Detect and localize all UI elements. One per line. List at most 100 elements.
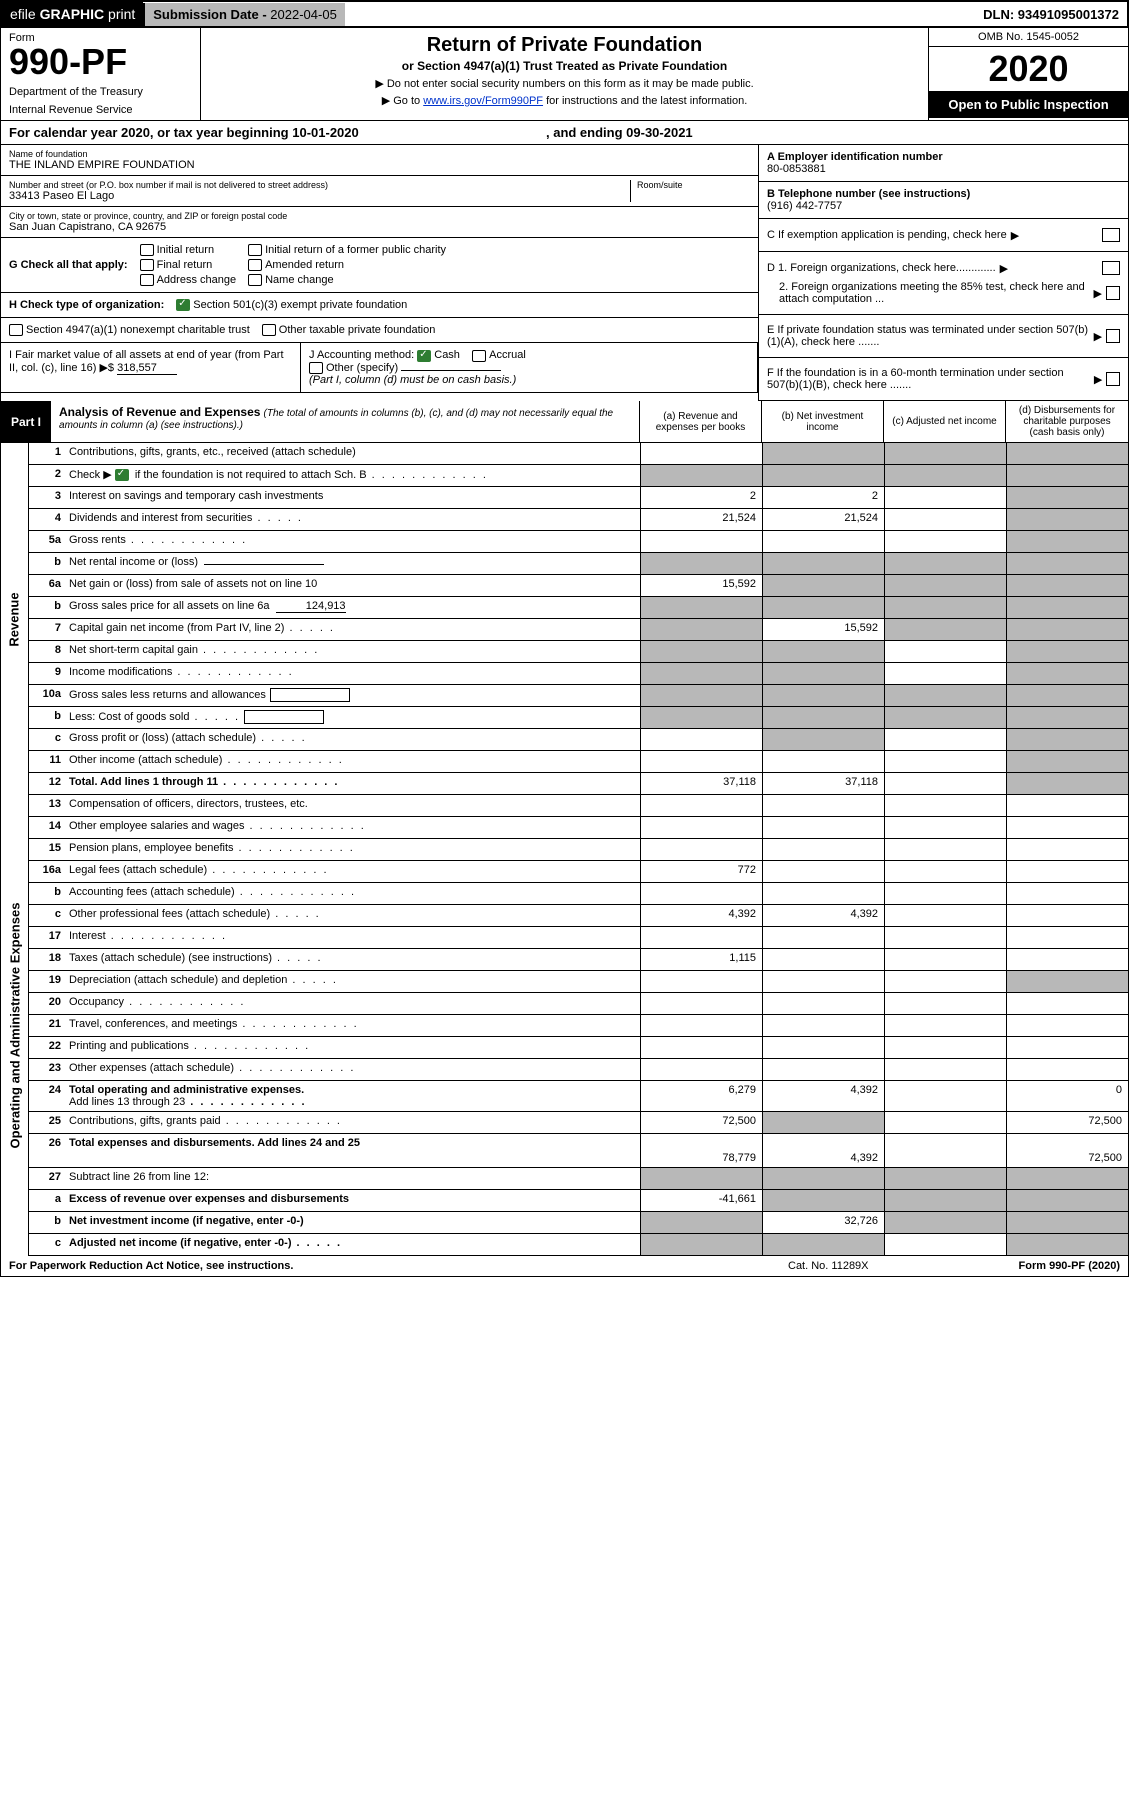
name-label: Name of foundation [9,149,750,159]
tel-label: B Telephone number (see instructions) [767,188,1120,200]
row-20: 20Occupancy [29,993,1128,1015]
g-opt-name[interactable]: Name change [248,274,446,286]
row-14: 14Other employee salaries and wages [29,817,1128,839]
header-right: OMB No. 1545-0052 2020 Open to Public In… [928,28,1128,120]
e-text: E If private foundation status was termi… [767,324,1090,348]
h-opt-other[interactable]: Other taxable private foundation [262,324,436,336]
dept1: Department of the Treasury [9,86,192,98]
row-23: 23Other expenses (attach schedule) [29,1059,1128,1081]
row-10c: cGross profit or (loss) (attach schedule… [29,729,1128,751]
note1: ▶ Do not enter social security numbers o… [213,77,916,90]
j-accrual[interactable]: Accrual [472,349,526,361]
i-value: 318,557 [117,362,177,375]
tel-cell: B Telephone number (see instructions) (9… [759,182,1128,219]
efile-badge: efile GRAPHIC print [2,2,143,26]
g-opt-initial[interactable]: Initial return [140,244,237,256]
topbar: efile GRAPHIC print Submission Date - 20… [0,0,1129,28]
city-value: San Juan Capistrano, CA 92675 [9,221,750,233]
part1-header: Part I Analysis of Revenue and Expenses … [0,401,1129,443]
tax-year: 2020 [929,47,1128,91]
row-19: 19Depreciation (attach schedule) and dep… [29,971,1128,993]
note2: ▶ Go to www.irs.gov/Form990PF for instru… [213,94,916,107]
omb-number: OMB No. 1545-0052 [929,28,1128,47]
open-inspection: Open to Public Inspection [929,91,1128,118]
h-label: H Check type of organization: [9,299,164,311]
f-checkbox[interactable] [1106,372,1120,386]
row-16c: cOther professional fees (attach schedul… [29,905,1128,927]
part1-tag: Part I [1,401,51,442]
revenue-section: Revenue 1Contributions, gifts, grants, e… [0,443,1129,795]
ein-cell: A Employer identification number 80-0853… [759,145,1128,182]
row-27: 27Subtract line 26 from line 12: [29,1168,1128,1190]
h-row: H Check type of organization: Section 50… [1,293,758,318]
d2-checkbox[interactable] [1106,286,1120,300]
row-8: 8Net short-term capital gain [29,641,1128,663]
row-27b: bNet investment income (if negative, ent… [29,1212,1128,1234]
schb-checkbox[interactable] [115,469,129,481]
row-11: 11Other income (attach schedule) [29,751,1128,773]
note2-prefix: ▶ Go to [382,95,423,107]
row-16b: bAccounting fees (attach schedule) [29,883,1128,905]
col-a-head: (a) Revenue and expenses per books [640,401,762,442]
ein-value: 80-0853881 [767,163,1120,175]
row-9: 9Income modifications [29,663,1128,685]
h-opt-4947[interactable]: Section 4947(a)(1) nonexempt charitable … [9,324,250,336]
j-label: J Accounting method: [309,349,414,361]
expenses-section: Operating and Administrative Expenses 13… [0,795,1129,1256]
addr-cell: Number and street (or P.O. box number if… [1,176,758,207]
row-10a: 10aGross sales less returns and allowanc… [29,685,1128,707]
addr-value: 33413 Paseo El Lago [9,190,630,202]
calyear-mid: , and ending [546,125,626,140]
calyear-prefix: For calendar year 2020, or tax year begi… [9,125,292,140]
row-27a: aExcess of revenue over expenses and dis… [29,1190,1128,1212]
i-col: I Fair market value of all assets at end… [1,343,301,391]
header-center: Return of Private Foundation or Section … [201,28,928,120]
h-opt-501c3[interactable]: Section 501(c)(3) exempt private foundat… [176,299,407,311]
row-13: 13Compensation of officers, directors, t… [29,795,1128,817]
j-other[interactable]: Other (specify) [309,362,398,374]
row-24: 24Total operating and administrative exp… [29,1081,1128,1112]
j-cash[interactable]: Cash [417,349,460,361]
g-opt-final[interactable]: Final return [140,259,237,271]
g-opt-amended[interactable]: Amended return [248,259,446,271]
tel-value: (916) 442-7757 [767,200,1120,212]
row-22: 22Printing and publications [29,1037,1128,1059]
row-5b: bNet rental income or (loss) [29,553,1128,575]
c-text: C If exemption application is pending, c… [767,229,1007,241]
submission-date: Submission Date - 2022-04-05 [143,3,345,26]
d1-checkbox[interactable] [1102,261,1120,275]
calyear-begin: 10-01-2020 [292,125,359,140]
room-label: Room/suite [637,180,750,190]
part1-title-cell: Analysis of Revenue and Expenses (The to… [51,401,640,442]
row-10b: bLess: Cost of goods sold [29,707,1128,729]
d2-text: 2. Foreign organizations meeting the 85%… [767,281,1090,305]
col-c-head: (c) Adjusted net income [884,401,1006,442]
j-col: J Accounting method: Cash Accrual Other … [301,343,758,391]
efile-bold: GRAPHIC [40,6,105,22]
f-text: F If the foundation is in a 60-month ter… [767,367,1090,391]
e-checkbox[interactable] [1106,329,1120,343]
row-17: 17Interest [29,927,1128,949]
footer: For Paperwork Reduction Act Notice, see … [0,1256,1129,1277]
header-left: Form 990-PF Department of the Treasury I… [1,28,201,120]
dln: DLN: 93491095001372 [975,3,1127,26]
dept2: Internal Revenue Service [9,104,192,116]
form-subtitle: or Section 4947(a)(1) Trust Treated as P… [213,59,916,73]
row-16a: 16aLegal fees (attach schedule)772 [29,861,1128,883]
row-7: 7Capital gain net income (from Part IV, … [29,619,1128,641]
g-row: G Check all that apply: Initial return F… [1,238,758,293]
row-12: 12Total. Add lines 1 through 1137,11837,… [29,773,1128,795]
h-row2: Section 4947(a)(1) nonexempt charitable … [1,318,758,343]
part1-title: Analysis of Revenue and Expenses [59,405,260,419]
row-1: 1Contributions, gifts, grants, etc., rec… [29,443,1128,465]
calyear-end: 09-30-2021 [626,125,693,140]
row-15: 15Pension plans, employee benefits [29,839,1128,861]
col-d-head: (d) Disbursements for charitable purpose… [1006,401,1128,442]
efile-suffix: print [108,6,135,22]
form990pf-link[interactable]: www.irs.gov/Form990PF [423,95,543,107]
g-opt-initial-public[interactable]: Initial return of a former public charit… [248,244,446,256]
c-checkbox[interactable] [1102,228,1120,242]
g-opt-address[interactable]: Address change [140,274,237,286]
e-cell: E If private foundation status was termi… [759,315,1128,358]
footer-left: For Paperwork Reduction Act Notice, see … [9,1260,293,1272]
